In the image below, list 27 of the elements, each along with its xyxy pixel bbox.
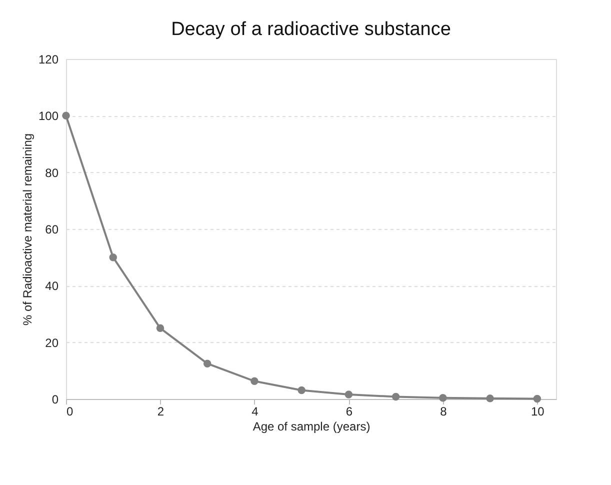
- x-tick-label: 4: [252, 404, 259, 418]
- x-tick-label: 0: [66, 404, 74, 418]
- x-tick-label: 8: [440, 404, 448, 418]
- y-tick-label: 60: [45, 222, 59, 236]
- y-tick-label: 120: [38, 52, 59, 66]
- x-tick-label: 2: [157, 404, 164, 418]
- x-tick-label: 10: [530, 404, 545, 418]
- point: [486, 394, 494, 402]
- point: [533, 394, 542, 403]
- point: [156, 324, 164, 332]
- y-tick-label: 80: [45, 166, 59, 180]
- y-axis-title: % of Radioactive material remaining: [20, 133, 34, 326]
- x-tick-label: 6: [346, 404, 353, 418]
- x-axis-title: Age of sample (years): [252, 420, 370, 434]
- point: [250, 377, 258, 386]
- point: [109, 253, 117, 262]
- point: [392, 392, 400, 401]
- y-tick-label: 0: [52, 392, 59, 406]
- y-tick-label: 100: [38, 109, 59, 124]
- point: [298, 386, 306, 394]
- point: [439, 394, 447, 402]
- point: [344, 390, 353, 398]
- y-tick-label: 20: [45, 336, 59, 350]
- y-tick-label: 40: [45, 279, 59, 294]
- chart-title: Decay of a radioactive substance: [171, 19, 451, 40]
- point: [203, 360, 212, 368]
- point: [62, 112, 70, 120]
